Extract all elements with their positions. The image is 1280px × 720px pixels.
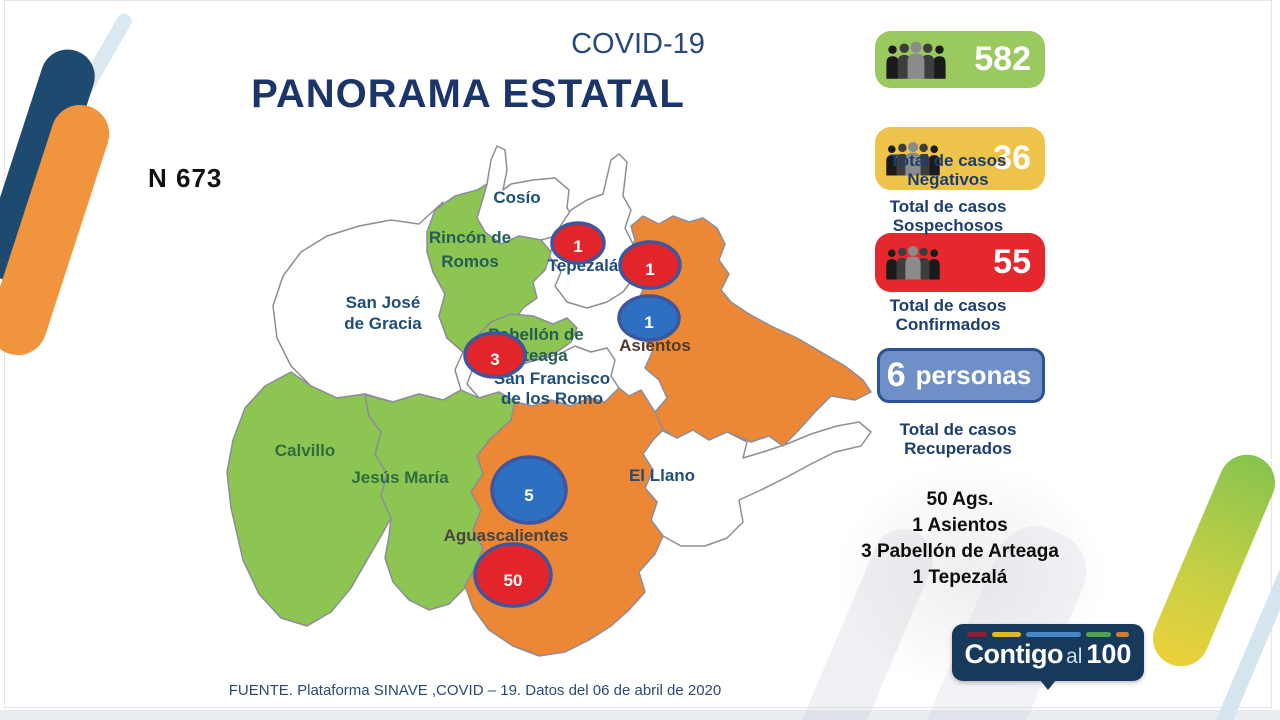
logo-stripe-yellow-icon: [992, 632, 1021, 637]
recuperados-stat-box: 6 personas: [877, 348, 1045, 403]
negativos-label-line1: Total de casos: [889, 151, 1007, 170]
badge-tepezala: 1: [550, 221, 606, 265]
label-aguascalientes: Aguascalientes: [444, 526, 569, 545]
people-group-icon: [885, 41, 947, 79]
logo-wordmark: Contigo al 100: [952, 639, 1144, 670]
contigo-al-100-logo: Contigo al 100: [952, 624, 1144, 690]
label-sfr-line2: de los Romo: [501, 389, 603, 408]
badge-tepezala-value: 1: [573, 237, 582, 256]
breakdown-tepezala: 1 Tepezalá: [912, 567, 1008, 588]
slide-bottom-edge: [0, 710, 1280, 720]
badge-aguascalientes-blue: 5: [490, 455, 568, 525]
label-jesus-maria: Jesús María: [351, 468, 449, 487]
municipality-asientos: [626, 215, 872, 447]
badge-asientos-blue-value: 1: [644, 313, 653, 332]
label-calvillo: Calvillo: [275, 441, 335, 460]
badge-asientos-red-value: 1: [645, 260, 654, 279]
case-breakdown-list: 50 Ags. 1 Asientos 3 Pabellón de Arteaga…: [810, 487, 1110, 591]
confirmados-label-line1: Total de casos: [889, 296, 1007, 315]
logo-word-contigo: Contigo: [964, 639, 1064, 669]
badge-pabellon: 3: [463, 331, 527, 379]
logo-stripe-orange-icon: [1116, 632, 1129, 637]
badge-aguascalientes-red: 50: [473, 542, 553, 608]
recuperados-value: 6: [886, 356, 906, 394]
label-sjg-line1: San José: [346, 293, 421, 312]
state-map: Cosío Rincón de Romos Tepezalá San José …: [226, 145, 872, 657]
sospechosos-label-line2: Sospechosos: [892, 216, 1004, 235]
label-asientos: Asientos: [619, 336, 691, 355]
recuperados-unit: personas: [915, 360, 1032, 390]
sospechosos-value: 36: [993, 139, 1031, 177]
logo-stripe-blue-icon: [1026, 632, 1081, 637]
n-total-label: N 673: [148, 163, 223, 193]
municipality-rincon-de-romos: [426, 183, 552, 353]
breakdown-pabellon: 3 Pabellón de Arteaga: [861, 541, 1059, 562]
sospechosos-label: Total de casos Sospechosos: [858, 197, 1038, 235]
confirmados-label-line2: Confirmados: [895, 315, 1001, 334]
logo-speech-tail-icon: [1040, 680, 1056, 690]
logo-stripe-red-icon: [967, 632, 987, 637]
breakdown-ags: 50 Ags.: [926, 489, 994, 510]
sospechosos-label-line1: Total de casos: [889, 197, 1007, 216]
badge-aguascalientes-red-value: 50: [504, 571, 523, 590]
badge-pabellon-value: 3: [490, 350, 499, 369]
logo-stripe-green-icon: [1086, 632, 1111, 637]
label-el-llano: El Llano: [629, 466, 695, 485]
badge-aguascalientes-blue-value: 5: [524, 486, 533, 505]
confirmados-stat-box: 55: [875, 233, 1045, 292]
recuperados-label: Total de casos Recuperados: [868, 420, 1048, 458]
negativos-value: 582: [974, 40, 1031, 78]
logo-stripes: [967, 632, 1144, 637]
label-rincon-line2: Romos: [441, 252, 499, 271]
negativos-label: Total de casos Negativos: [858, 151, 1038, 189]
label-cosio: Cosío: [493, 188, 540, 207]
confirmados-value: 55: [993, 243, 1031, 281]
label-sjg-line2: de Gracia: [344, 314, 422, 333]
negativos-stat-box: 582: [875, 31, 1045, 88]
label-rincon-line1: Rincón de: [429, 228, 511, 247]
people-group-icon: [885, 245, 941, 280]
page-title: PANORAMA ESTATAL: [251, 72, 685, 116]
ribbon-orange-topleft-icon: [0, 97, 117, 363]
sospechosos-stat-box: 36: [875, 127, 1045, 190]
badge-asientos-blue: 1: [617, 294, 681, 342]
logo-word-100: 100: [1086, 639, 1132, 669]
covid-supertitle: COVID-19: [571, 28, 705, 60]
recuperados-label-line1: Total de casos: [899, 420, 1017, 439]
municipality-calvillo: [226, 371, 392, 627]
logo-word-al: al: [1066, 645, 1083, 668]
source-note: FUENTE. Plataforma SINAVE ,COVID – 19. D…: [228, 682, 722, 699]
label-sfr-line1: San Francisco: [494, 369, 610, 388]
badge-asientos-red: 1: [618, 240, 682, 290]
breakdown-asientos: 1 Asientos: [912, 515, 1008, 536]
recuperados-label-line2: Recuperados: [904, 439, 1012, 458]
confirmados-label: Total de casos Confirmados: [858, 296, 1038, 334]
negativos-label-line2: Negativos: [907, 170, 989, 189]
